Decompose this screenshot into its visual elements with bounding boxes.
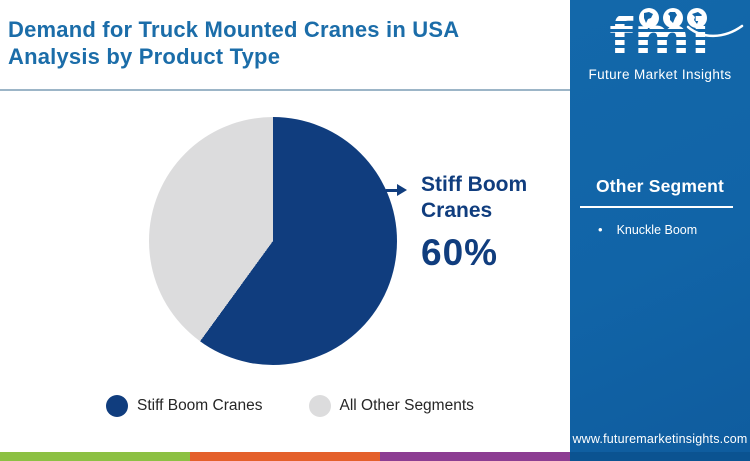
page-title-line1: Demand for Truck Mounted Cranes in USA (8, 17, 460, 42)
sidebar: fmi Future Market Insights Other Segment… (570, 0, 750, 461)
footer-stripe-segment (380, 452, 570, 461)
page-title-line2: Analysis by Product Type (8, 44, 281, 69)
callout-label-line2: Cranes (421, 199, 493, 222)
bullet-icon: • (598, 222, 603, 237)
legend-item-stiff-boom: Stiff Boom Cranes (106, 395, 263, 417)
legend-swatch-stiff-boom (106, 395, 128, 417)
other-segment-heading: Other Segment (595, 176, 725, 196)
list-item-label: Knuckle Boom (616, 223, 698, 237)
globe-icon-europe-africa (663, 8, 683, 28)
legend-label-all-other: All Other Segments (339, 397, 474, 414)
title-divider (0, 89, 570, 91)
legend-item-all-other: All Other Segments (308, 395, 474, 417)
arrow-head (397, 184, 407, 196)
arrow-right-icon (385, 184, 407, 196)
logo-globes (639, 8, 707, 28)
website-link[interactable]: www.futuremarketinsights.com (572, 432, 748, 446)
footer-stripe-segment (190, 452, 380, 461)
sidebar-divider (580, 206, 733, 208)
callout-label-line1: Stiff Boom (421, 173, 528, 196)
legend-swatch-all-other (308, 395, 331, 417)
list-item-knuckle-boom: • Knuckle Boom (598, 222, 697, 238)
fmi-logo: fmi Future Market Insights (570, 0, 750, 106)
chart-area: Demand for Truck Mounted Cranes in USA A… (0, 16, 570, 417)
footer-stripe-segment (0, 452, 190, 461)
callout-label: Stiff Boom Cranes (421, 172, 561, 224)
globe-icon-asia-pacific (687, 8, 707, 28)
callout-value: 60% (421, 232, 499, 273)
legend: Stiff Boom Cranes All Other Segments (106, 395, 474, 417)
logo-swoosh (686, 24, 744, 38)
legend-label-stiff-boom: Stiff Boom Cranes (137, 397, 263, 414)
footer-stripe (0, 452, 750, 461)
page-title: Demand for Truck Mounted Cranes in USA A… (8, 16, 564, 70)
logo-subtitle: Future Market Insights (588, 67, 732, 82)
arrow-line (385, 189, 399, 192)
sidebar-list: • Knuckle Boom (598, 222, 697, 238)
pie-chart (149, 117, 397, 365)
callout: Stiff Boom Cranes 60% (421, 172, 561, 274)
footer-stripe-segment (570, 452, 750, 461)
logo-text: fmi (570, 8, 750, 68)
globe-icon-americas (639, 8, 659, 28)
